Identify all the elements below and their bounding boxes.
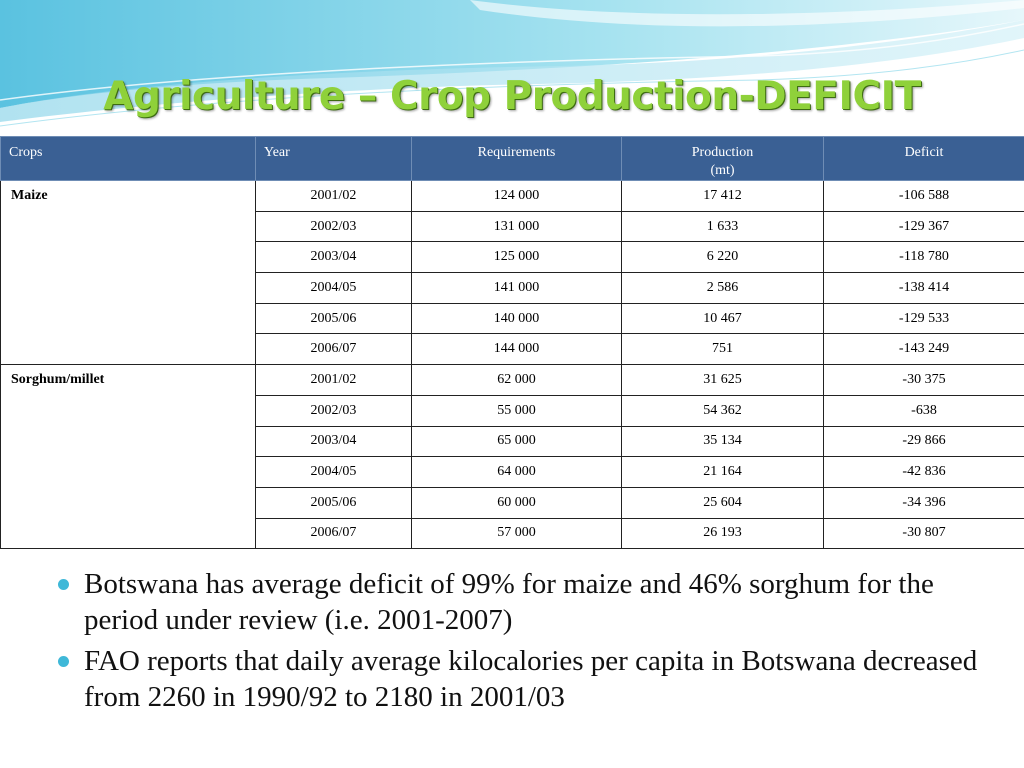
year-cell: 2001/02 xyxy=(255,180,412,212)
deficit-cell: -138 414 xyxy=(823,272,1024,304)
header-production-unit: (mt) xyxy=(710,163,735,178)
deficit-cell: -638 xyxy=(823,394,1024,427)
table-row: 2003/04 125 000 6 220 -118 780 xyxy=(1,241,1024,274)
crop-name-cell: Sorghum/millet xyxy=(0,364,256,550)
deficit-cell: -29 866 xyxy=(823,425,1024,458)
crop-deficit-table: Crops Year Requirements Production (mt) … xyxy=(0,136,1024,550)
requirements-cell: 144 000 xyxy=(411,333,622,366)
table-row: 2003/04 65 000 35 134 -29 866 xyxy=(1,425,1024,458)
bullet-icon xyxy=(58,579,69,590)
year-cell: 2004/05 xyxy=(255,272,412,304)
production-cell: 21 164 xyxy=(621,456,824,488)
requirements-cell: 141 000 xyxy=(411,272,622,304)
deficit-cell: -129 533 xyxy=(823,302,1024,335)
header-requirements: Requirements xyxy=(411,136,622,181)
table-body: Maize 2001/02 124 000 17 412 -106 588 2002/03… xyxy=(0,179,1024,550)
year-cell: 2001/02 xyxy=(255,364,412,396)
table-row: 2006/07 144 000 751 -143 249 xyxy=(1,333,1024,366)
requirements-cell: 125 000 xyxy=(411,241,622,274)
year-cell: 2003/04 xyxy=(255,425,412,458)
production-cell: 17 412 xyxy=(621,180,824,212)
requirements-cell: 62 000 xyxy=(411,364,622,396)
table-row: 2006/07 57 000 26 193 -30 807 xyxy=(1,517,1024,550)
header-year: Year xyxy=(255,136,412,181)
notes-list: Botswana has average deficit of 99% for … xyxy=(54,566,984,720)
header-production-label: Production xyxy=(691,145,754,160)
deficit-cell: -106 588 xyxy=(823,180,1024,212)
year-cell: 2006/07 xyxy=(255,517,412,550)
production-cell: 35 134 xyxy=(621,425,824,458)
requirements-cell: 65 000 xyxy=(411,425,622,458)
production-cell: 10 467 xyxy=(621,302,824,335)
requirements-cell: 124 000 xyxy=(411,180,622,212)
production-cell: 2 586 xyxy=(621,272,824,304)
slide-title: Agriculture – Crop Production-DEFICIT xyxy=(103,74,921,119)
note-item: FAO reports that daily average kilocalor… xyxy=(54,643,984,715)
year-cell: 2004/05 xyxy=(255,456,412,488)
year-cell: 2003/04 xyxy=(255,241,412,274)
deficit-cell: -118 780 xyxy=(823,241,1024,274)
production-cell: 1 633 xyxy=(621,210,824,243)
deficit-cell: -30 375 xyxy=(823,364,1024,396)
header-production: Production (mt) xyxy=(621,136,824,181)
requirements-cell: 57 000 xyxy=(411,517,622,550)
table-row: 2005/06 140 000 10 467 -129 533 xyxy=(1,302,1024,335)
note-item: Botswana has average deficit of 99% for … xyxy=(54,566,984,638)
table-row: 2004/05 141 000 2 586 -138 414 xyxy=(1,272,1024,304)
table-row: 2004/05 64 000 21 164 -42 836 xyxy=(1,456,1024,488)
deficit-cell: -143 249 xyxy=(823,333,1024,366)
deficit-cell: -34 396 xyxy=(823,486,1024,519)
deficit-cell: -129 367 xyxy=(823,210,1024,243)
requirements-cell: 140 000 xyxy=(411,302,622,335)
header-crops: Crops xyxy=(0,136,256,181)
year-cell: 2005/06 xyxy=(255,302,412,335)
requirements-cell: 131 000 xyxy=(411,210,622,243)
requirements-cell: 60 000 xyxy=(411,486,622,519)
bullet-icon xyxy=(58,656,69,667)
header-deficit: Deficit xyxy=(823,136,1024,181)
table-row: 2002/03 55 000 54 362 -638 xyxy=(1,394,1024,427)
year-cell: 2006/07 xyxy=(255,333,412,366)
production-cell: 6 220 xyxy=(621,241,824,274)
year-cell: 2005/06 xyxy=(255,486,412,519)
table-row: Sorghum/millet 2001/02 62 000 31 625 -30 375 xyxy=(0,364,1024,550)
table-header-row: Crops Year Requirements Production (mt) … xyxy=(0,136,1024,181)
header-wave-decoration xyxy=(0,0,1024,127)
deficit-cell: -30 807 xyxy=(823,517,1024,550)
year-cell: 2002/03 xyxy=(255,210,412,243)
requirements-cell: 64 000 xyxy=(411,456,622,488)
production-cell: 31 625 xyxy=(621,364,824,396)
production-cell: 54 362 xyxy=(621,394,824,427)
year-cell: 2002/03 xyxy=(255,394,412,427)
requirements-cell: 55 000 xyxy=(411,394,622,427)
note-text: Botswana has average deficit of 99% for … xyxy=(84,568,934,636)
table-row: Maize 2001/02 124 000 17 412 -106 588 xyxy=(0,179,1024,366)
table-row: 2002/03 131 000 1 633 -129 367 xyxy=(1,210,1024,243)
production-cell: 751 xyxy=(621,333,824,366)
crop-name-cell: Maize xyxy=(0,179,256,366)
deficit-cell: -42 836 xyxy=(823,456,1024,488)
production-cell: 25 604 xyxy=(621,486,824,519)
note-text: FAO reports that daily average kilocalor… xyxy=(84,645,978,713)
production-cell: 26 193 xyxy=(621,517,824,550)
